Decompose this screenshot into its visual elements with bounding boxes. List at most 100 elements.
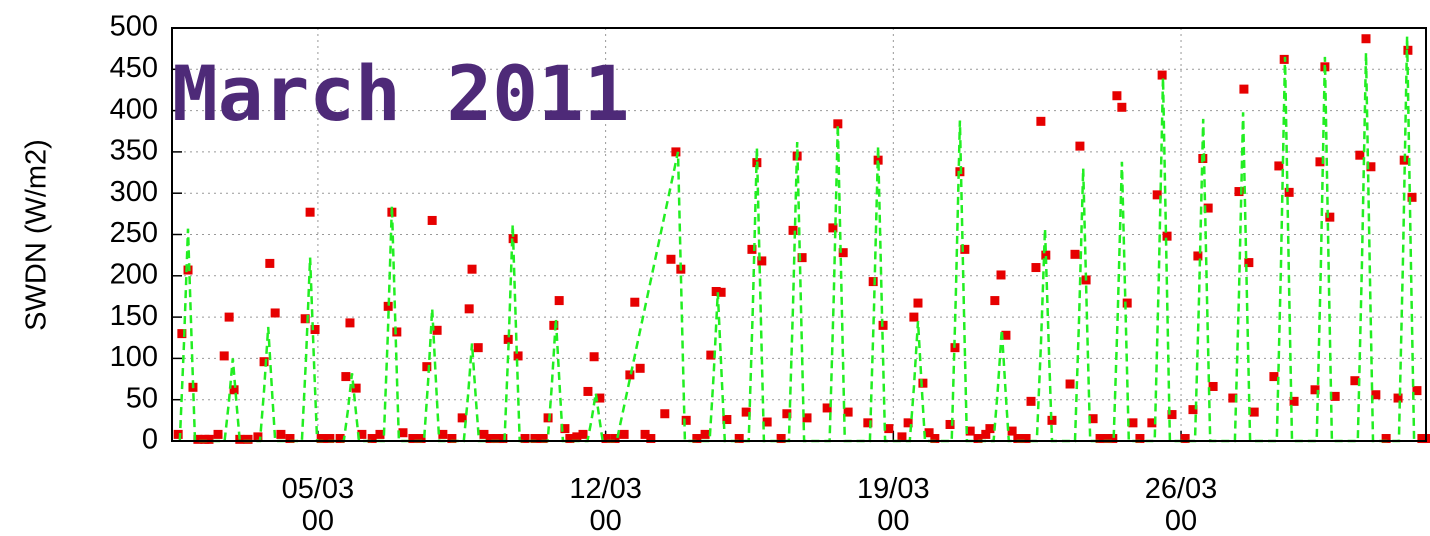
data-point (1274, 161, 1284, 171)
data-point (909, 312, 919, 322)
data-point (1188, 405, 1198, 415)
data-point (1412, 386, 1422, 396)
x-tick-label: 12/03 00 (569, 473, 642, 536)
data-point (300, 314, 310, 324)
data-point (996, 270, 1006, 280)
data-point (635, 363, 645, 373)
data-point (1249, 407, 1259, 417)
data-point (1228, 393, 1238, 403)
data-point (692, 434, 702, 444)
data-point (1203, 203, 1213, 213)
data-point (513, 351, 523, 361)
data-point (1075, 141, 1085, 151)
y-tick-label: 300 (110, 176, 158, 208)
data-point (797, 253, 807, 263)
data-point (873, 155, 883, 165)
y-tick-label: 350 (110, 135, 158, 167)
data-point (416, 434, 426, 444)
data-point (1070, 249, 1080, 259)
data-point (464, 304, 474, 314)
data-point (285, 434, 295, 444)
y-tick-label: 150 (110, 300, 158, 332)
data-point (438, 429, 448, 439)
data-point (747, 244, 757, 254)
data-point (549, 320, 559, 330)
data-point (408, 434, 418, 444)
data-point (646, 434, 656, 444)
data-point (1047, 415, 1057, 425)
plot-layer: 0 50 100 150 200 250 300 350 400 450 500 05/03 00 12/… (110, 11, 1430, 536)
data-point (762, 417, 772, 427)
data-point (843, 407, 853, 417)
data-point (1289, 396, 1299, 406)
data-point (1162, 231, 1172, 241)
data-point (640, 429, 650, 439)
data-point (325, 434, 335, 444)
data-point (945, 419, 955, 429)
y-tick-label: 0 (142, 424, 158, 456)
data-point (1269, 372, 1279, 382)
data-point (538, 434, 548, 444)
data-point (1088, 414, 1098, 424)
data-point (422, 362, 432, 372)
data-point (973, 434, 983, 444)
data-point (1180, 434, 1190, 444)
data-point (177, 329, 187, 339)
data-point (253, 432, 263, 442)
data-point (219, 351, 229, 361)
data-point (1284, 187, 1294, 197)
data-point (734, 434, 744, 444)
data-point (305, 207, 315, 217)
data-point (310, 324, 320, 334)
data-point (1355, 150, 1365, 160)
data-point (741, 407, 751, 417)
data-point (1013, 434, 1023, 444)
data-point (863, 418, 873, 428)
data-point (981, 429, 991, 439)
data-point (357, 429, 367, 439)
data-point (1007, 426, 1017, 436)
data-point (1315, 157, 1325, 167)
data-point (788, 225, 798, 235)
data-point (1103, 434, 1113, 444)
data-point (1065, 379, 1075, 389)
y-tick-label: 250 (110, 217, 158, 249)
data-point (610, 434, 620, 444)
data-point (345, 318, 355, 328)
data-point (1244, 258, 1254, 268)
data-point (229, 385, 239, 395)
data-point (520, 434, 530, 444)
data-point (1108, 434, 1118, 444)
data-point (1325, 212, 1335, 222)
data-point (782, 409, 792, 419)
x-tick-label: 05/03 00 (282, 473, 355, 536)
data-point (213, 429, 223, 439)
data-point (432, 325, 442, 335)
data-point (259, 357, 269, 367)
data-point (868, 277, 878, 287)
chart-title: March 2011 (172, 49, 630, 138)
data-point (224, 312, 234, 322)
data-point (1001, 330, 1011, 340)
data-point (193, 434, 203, 444)
data-point (479, 429, 489, 439)
data-point (706, 350, 716, 360)
data-point (625, 370, 635, 380)
data-point (204, 434, 214, 444)
data-point (243, 434, 253, 444)
data-point (1310, 385, 1320, 395)
data-point (578, 429, 588, 439)
y-tick-label: 50 (126, 382, 158, 414)
data-point (335, 434, 345, 444)
data-point (660, 409, 670, 419)
y-tick-label: 500 (110, 11, 158, 43)
data-point (341, 372, 351, 382)
data-point (173, 429, 183, 439)
data-point (1122, 298, 1132, 308)
data-point (828, 223, 838, 233)
data-point (589, 352, 599, 362)
data-point (1366, 162, 1376, 172)
data-point (965, 426, 975, 436)
data-point (897, 432, 907, 442)
